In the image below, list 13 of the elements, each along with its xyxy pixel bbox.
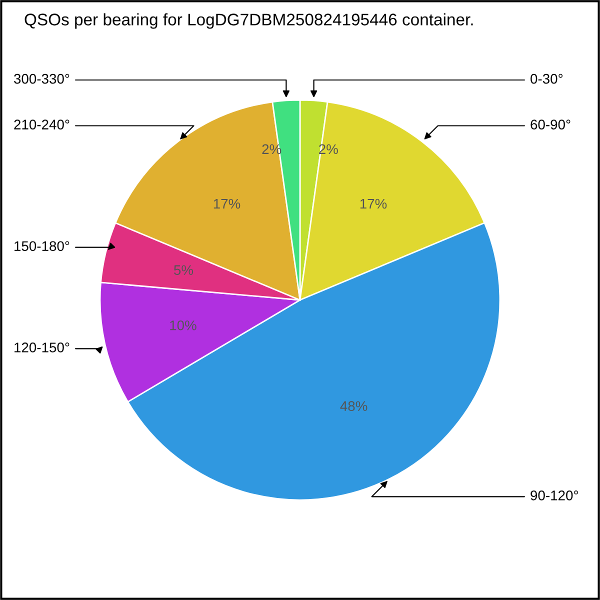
- chart-title: QSOs per bearing for LogDG7DBM250824195446 container.: [24, 13, 473, 29]
- data-label: 10%: [170, 320, 196, 330]
- data-label: 48%: [340, 401, 368, 411]
- slice-label: 120-150°: [14, 342, 70, 352]
- slice-label: 150-180°: [14, 241, 70, 252]
- data-label: 5%: [174, 265, 194, 275]
- slice-label: 210-240°: [14, 120, 70, 130]
- slice-label: 0-30°: [530, 74, 563, 84]
- slice-label: 90-120°: [530, 490, 578, 500]
- slice-label: 60-90°: [530, 120, 570, 130]
- data-label: 17%: [360, 198, 387, 209]
- data-label: 17%: [214, 198, 240, 209]
- slice-label: 300-330°: [14, 74, 70, 84]
